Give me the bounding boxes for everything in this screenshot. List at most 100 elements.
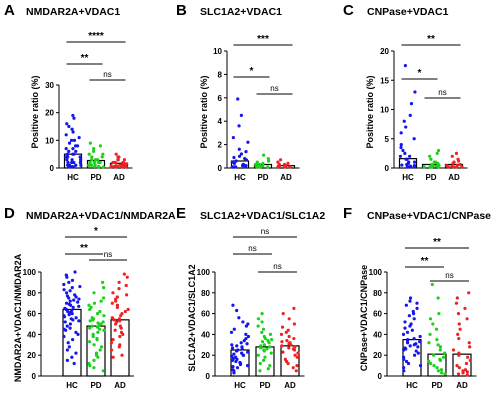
p5-point-ad-5 bbox=[286, 328, 290, 332]
p6-point-pd-21 bbox=[439, 368, 444, 372]
p4-point-hc-48 bbox=[67, 345, 71, 349]
p4-point-ad-32 bbox=[117, 345, 121, 349]
y-axis-label-f: CNPase+VDAC1/CNPase bbox=[359, 264, 369, 372]
p4-point-pd-33 bbox=[98, 348, 102, 352]
p4-point-hc-18 bbox=[76, 300, 80, 304]
p4-point-ad-4 bbox=[117, 287, 121, 291]
panel-title-d: NMDAR2A+VDAC1/NMDAR2A bbox=[26, 210, 176, 222]
p2-sig-label-0: *** bbox=[257, 34, 269, 45]
p2-point-pd-2 bbox=[266, 159, 271, 163]
p5-point-pd-5 bbox=[260, 330, 264, 334]
p2-point-pd-13 bbox=[255, 165, 259, 169]
y-axis-label-d: NMDAR2A+VDAC1/NMDAR2A bbox=[13, 253, 23, 383]
p4-point-hc-51 bbox=[70, 355, 74, 359]
p5-point-ad-8 bbox=[287, 334, 291, 339]
p6-point-hc-30 bbox=[416, 351, 420, 355]
p3-x-tick-label-hc: HC bbox=[402, 173, 414, 182]
p4-y-tick-label-3: 60 bbox=[27, 310, 36, 319]
p4-point-pd-21 bbox=[95, 325, 100, 329]
p1-point-pd-2 bbox=[92, 147, 96, 151]
p6-point-ad-20 bbox=[463, 368, 468, 372]
p6-y-tick-label-3: 60 bbox=[373, 310, 382, 319]
p4-point-hc-52 bbox=[65, 358, 69, 362]
p6-point-hc-16 bbox=[418, 334, 422, 339]
p4-point-hc-15 bbox=[77, 297, 81, 301]
p2-point-hc-8 bbox=[237, 154, 242, 158]
p2-point-ad-10 bbox=[283, 165, 287, 169]
p1-point-hc-21 bbox=[64, 155, 68, 159]
p5-point-hc-21 bbox=[246, 350, 250, 354]
p4-point-hc-49 bbox=[65, 348, 70, 352]
p4-point-pd-39 bbox=[88, 364, 92, 368]
p4-point-ad-29 bbox=[111, 338, 115, 342]
p6-point-ad-10 bbox=[467, 341, 471, 345]
y-axis-label-e: SLC1A2+VDAC1/SLC1A2 bbox=[187, 264, 197, 372]
p4-point-ad-5 bbox=[111, 291, 115, 295]
p1-y-tick-label-0: 0 bbox=[50, 164, 55, 173]
p4-point-ad-9 bbox=[114, 299, 118, 303]
p3-point-hc-17 bbox=[412, 160, 417, 164]
p1-point-pd-3 bbox=[91, 149, 96, 153]
p4-point-hc-42 bbox=[64, 328, 68, 332]
p1-point-hc-2 bbox=[65, 122, 69, 126]
p4-point-ad-27 bbox=[121, 332, 125, 336]
p5-point-pd-16 bbox=[259, 346, 263, 350]
p2-point-pd-4 bbox=[261, 161, 265, 165]
p6-x-tick-label-ad: AD bbox=[456, 381, 468, 390]
p6-point-hc-11 bbox=[408, 324, 412, 328]
p4-point-hc-30 bbox=[67, 313, 71, 317]
p5-point-ad-9 bbox=[292, 336, 296, 341]
p1-y-tick-label-1: 10 bbox=[45, 136, 54, 145]
p4-point-hc-38 bbox=[68, 322, 72, 326]
p6-y-tick-label-1: 20 bbox=[373, 351, 382, 360]
p6-point-ad-1 bbox=[455, 296, 459, 300]
panel-label-f: F bbox=[343, 205, 353, 222]
p4-sig-label-1: ** bbox=[80, 243, 88, 254]
p5-x-tick-label-hc: HC bbox=[234, 381, 246, 390]
p3-point-hc-19 bbox=[405, 162, 409, 167]
p4-point-hc-2 bbox=[65, 275, 69, 279]
p4-y-tick-label-4: 80 bbox=[27, 289, 36, 298]
p1-point-pd-18 bbox=[87, 163, 91, 167]
p3-point-ad-10 bbox=[451, 165, 456, 169]
p4-point-hc-27 bbox=[66, 309, 70, 314]
y-axis-label-a: Positive ratio (%) bbox=[30, 75, 40, 149]
p5-point-ad-20 bbox=[281, 350, 285, 354]
p3-point-hc-12 bbox=[398, 154, 403, 158]
p3-y-tick-label-0: 0 bbox=[385, 164, 390, 173]
p5-point-pd-17 bbox=[265, 347, 269, 351]
p4-point-hc-32 bbox=[62, 315, 67, 319]
p3-point-pd-12 bbox=[422, 165, 426, 169]
p1-point-hc-24 bbox=[65, 158, 69, 162]
p3-point-pd-2 bbox=[428, 154, 432, 158]
p3-point-hc-11 bbox=[403, 151, 407, 155]
p5-point-ad-7 bbox=[279, 332, 284, 336]
p1-point-pd-19 bbox=[92, 165, 97, 169]
p6-point-pd-14 bbox=[441, 355, 446, 359]
p6-point-hc-14 bbox=[405, 330, 410, 334]
p4-point-pd-24 bbox=[102, 328, 106, 332]
p6-point-ad-14 bbox=[457, 353, 461, 357]
p4-point-ad-10 bbox=[110, 301, 114, 305]
p6-y-tick-label-5: 100 bbox=[369, 268, 383, 277]
p5-point-hc-36 bbox=[231, 365, 235, 369]
p5-point-ad-11 bbox=[280, 340, 284, 344]
p1-point-ad-19 bbox=[118, 163, 122, 167]
p5-point-ad-17 bbox=[287, 346, 291, 350]
p1-point-hc-27 bbox=[66, 160, 70, 165]
p4-point-hc-23 bbox=[71, 305, 75, 309]
p5-point-hc-17 bbox=[230, 346, 235, 350]
p6-point-hc-25 bbox=[416, 345, 420, 349]
p3-sig-label-2: ns bbox=[438, 88, 446, 97]
p4-point-pd-8 bbox=[88, 307, 92, 312]
p2-point-ad-1 bbox=[276, 160, 280, 164]
p5-point-hc-8 bbox=[244, 332, 248, 336]
p5-point-pd-27 bbox=[258, 369, 262, 373]
p6-point-pd-19 bbox=[432, 364, 436, 368]
p4-point-pd-41 bbox=[101, 369, 105, 373]
p6-point-ad-25 bbox=[465, 373, 469, 377]
p4-point-hc-53 bbox=[72, 361, 76, 366]
p6-point-ad-3 bbox=[463, 306, 467, 310]
panel-title-a: NMDAR2A+VDAC1 bbox=[26, 6, 121, 18]
p4-point-pd-23 bbox=[97, 327, 102, 331]
